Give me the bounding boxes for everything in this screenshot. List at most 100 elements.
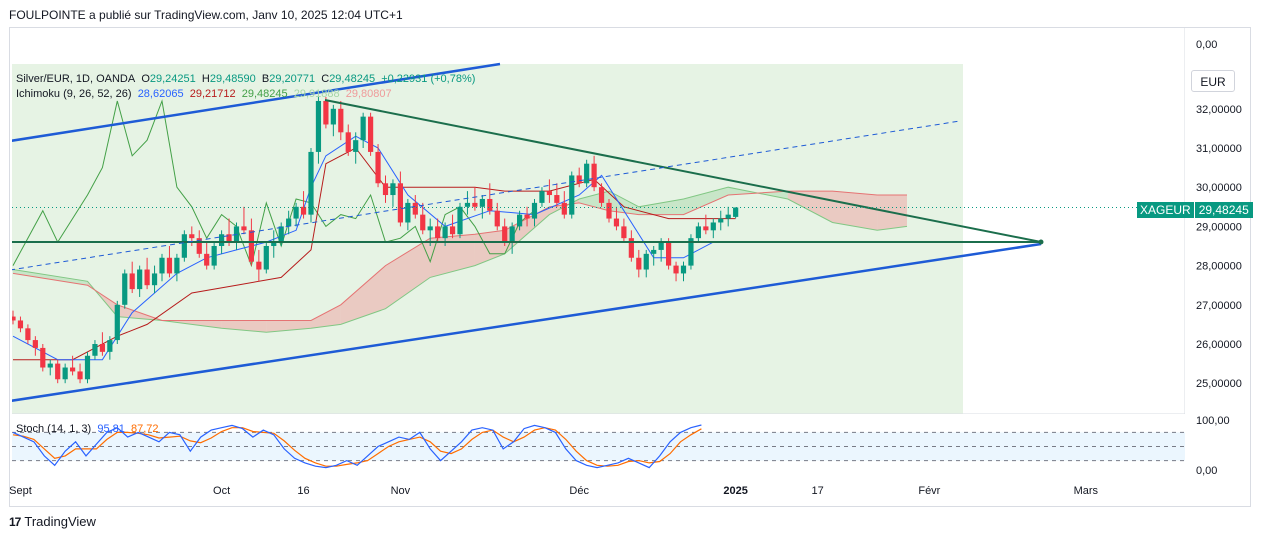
ichimoku-cloud-segment (638, 199, 684, 215)
legend: Silver/EUR, 1D, OANDA O29,24251 H29,4859… (16, 72, 475, 102)
candle-body (569, 175, 575, 215)
price-tick-label: 25,00000 (1196, 378, 1242, 390)
candle-body (84, 355, 91, 380)
candle-body (159, 257, 165, 274)
candle-body (606, 202, 612, 219)
candle-body (40, 347, 46, 368)
price-tag-value: 29,48245 (1194, 202, 1253, 218)
candle-body (621, 226, 627, 239)
candle-body (219, 234, 225, 246)
candle-body (278, 226, 284, 243)
price-tick-label: 26,00000 (1196, 339, 1242, 351)
legend-tenkan-value: 28,62065 (137, 88, 184, 100)
candle-body (636, 257, 642, 270)
candle-body (695, 226, 701, 239)
legend-symbol[interactable]: Silver/EUR, 1D, OANDA (16, 73, 136, 85)
candle-body (658, 242, 664, 250)
candle-body (688, 238, 694, 266)
candle-body (129, 273, 135, 290)
footer: 17 TradingView (9, 514, 96, 529)
candle-body (442, 226, 448, 239)
currency-button[interactable]: EUR (1191, 70, 1235, 92)
price-tick-label: 28,00000 (1196, 261, 1242, 273)
time-tick-label: Févr (918, 485, 940, 497)
candle-body (524, 214, 530, 219)
legend-high: 29,48590 (209, 73, 256, 85)
ichimoku-cloud-segment (430, 234, 475, 278)
candle-body (368, 116, 374, 152)
shaded-zone-rect (12, 64, 963, 414)
candle-body (263, 246, 269, 270)
time-tick-label: 16 (297, 485, 309, 497)
candle-body (591, 163, 597, 188)
candle-body (330, 108, 336, 125)
candle-body (32, 340, 38, 348)
candle-body (107, 340, 113, 352)
legend-low: 29,20771 (269, 73, 316, 85)
candle-body (204, 253, 210, 266)
candle-body (613, 218, 620, 227)
time-tick-label: Sept (9, 485, 32, 497)
legend-ichimoku-row: Ichimoku (9, 26, 52, 26) 28,62065 29,217… (16, 87, 475, 102)
candle-body (55, 363, 61, 380)
candle-body (248, 230, 254, 262)
candle-body (703, 226, 709, 231)
candle-body (509, 226, 515, 243)
candle-body (338, 108, 344, 133)
time-tick-label: Oct (213, 485, 230, 497)
candle-body (412, 202, 418, 215)
candle-body (323, 100, 329, 125)
legend-close: 29,48245 (329, 73, 376, 85)
legend-chikou-value: 29,48245 (241, 88, 288, 100)
candle-body (353, 140, 359, 152)
candle-body (114, 304, 120, 341)
candle-body (300, 206, 307, 215)
stoch-d-value: 87,72 (131, 423, 159, 435)
candle-body (449, 226, 456, 235)
candle-body (271, 242, 277, 246)
candle-body (382, 183, 389, 196)
legend-kijun-value: 29,21712 (189, 88, 236, 100)
candle-body (710, 222, 716, 231)
candle-body (211, 246, 217, 266)
ichimoku-cloud-segment (385, 238, 431, 309)
candle-body (241, 226, 247, 231)
ichimoku-cloud-segment (221, 320, 267, 333)
candle-body (25, 328, 31, 341)
stoch-d-line (12, 427, 702, 467)
candle-body (725, 214, 731, 219)
candle-body (576, 175, 582, 184)
candle-body (390, 183, 396, 196)
legend-change: +0,22931 (+0,78%) (381, 73, 476, 85)
candle-body (17, 320, 24, 329)
time-tick-label: Nov (391, 485, 411, 497)
legend-high-label: H (201, 73, 210, 85)
stoch-k-line (12, 424, 702, 469)
legend-open-label: O (141, 73, 150, 85)
candle-body (256, 261, 262, 270)
candle-body (718, 218, 724, 223)
stoch-label[interactable]: Stoch (14, 1, 3) (16, 423, 92, 435)
stoch-tick-label: 100,00 (1196, 415, 1230, 427)
candle-body (554, 195, 560, 203)
legend-ichimoku-label[interactable]: Ichimoku (9, 26, 52, 26) (16, 88, 132, 100)
upper-triangle-line (324, 99, 1042, 243)
ichimoku-cloud-segment (311, 304, 341, 329)
legend-open: 29,24251 (149, 73, 196, 85)
lower-triangle-line (12, 242, 1042, 402)
ichimoku-cloud-segment (13, 269, 88, 286)
ichimoku-cloud-segment (832, 191, 878, 231)
price-tick-label: 30,00000 (1196, 182, 1242, 194)
candle-body (181, 234, 187, 258)
candle-body (12, 316, 16, 321)
candle-body (397, 183, 403, 223)
upper-channel-line (12, 62, 501, 142)
dashed-trend-line (12, 120, 961, 271)
legend-span-b-value: 29,80807 (345, 88, 392, 100)
candle-body (531, 202, 538, 219)
legend-span-a-value: 29,91888 (293, 88, 340, 100)
candle-body (472, 202, 478, 207)
candle-body (144, 269, 150, 286)
tradingview-brand: TradingView (24, 514, 96, 529)
